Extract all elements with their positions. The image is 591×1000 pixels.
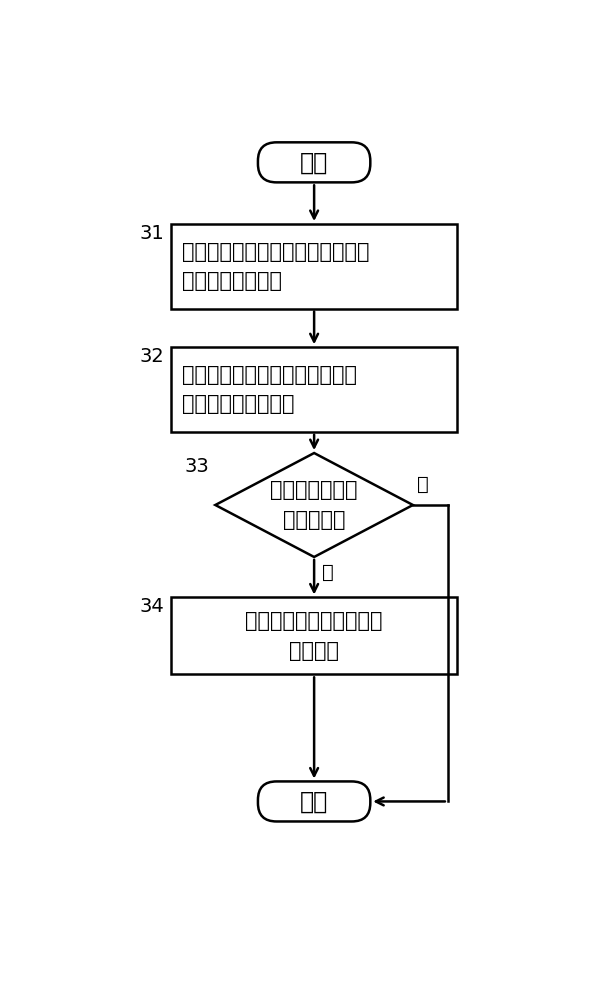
FancyBboxPatch shape [171, 347, 457, 432]
Text: 34: 34 [140, 597, 164, 616]
Text: 时间差距小于第
一门槛值？: 时间差距小于第 一门槛值？ [270, 480, 358, 530]
Text: 在第二时间点产生第二血糖值与
对应的第二事件标签: 在第二时间点产生第二血糖值与 对应的第二事件标签 [183, 365, 358, 414]
Text: 结束: 结束 [300, 789, 328, 813]
Text: 开始: 开始 [300, 150, 328, 174]
Text: 是: 是 [322, 563, 334, 582]
Text: 否: 否 [417, 475, 428, 494]
Text: 32: 32 [140, 347, 164, 366]
FancyBboxPatch shape [258, 142, 371, 182]
FancyBboxPatch shape [171, 597, 457, 674]
FancyBboxPatch shape [258, 781, 371, 821]
Text: 33: 33 [184, 457, 209, 476]
Text: 在第一时间点产生第一血糖值与对
应的第一事件标签: 在第一时间点产生第一血糖值与对 应的第一事件标签 [183, 241, 370, 291]
FancyBboxPatch shape [171, 224, 457, 309]
Text: 计算血糖值差距，并产生
分析输出: 计算血糖值差距，并产生 分析输出 [245, 611, 383, 661]
Polygon shape [215, 453, 413, 557]
Text: 31: 31 [140, 224, 164, 243]
